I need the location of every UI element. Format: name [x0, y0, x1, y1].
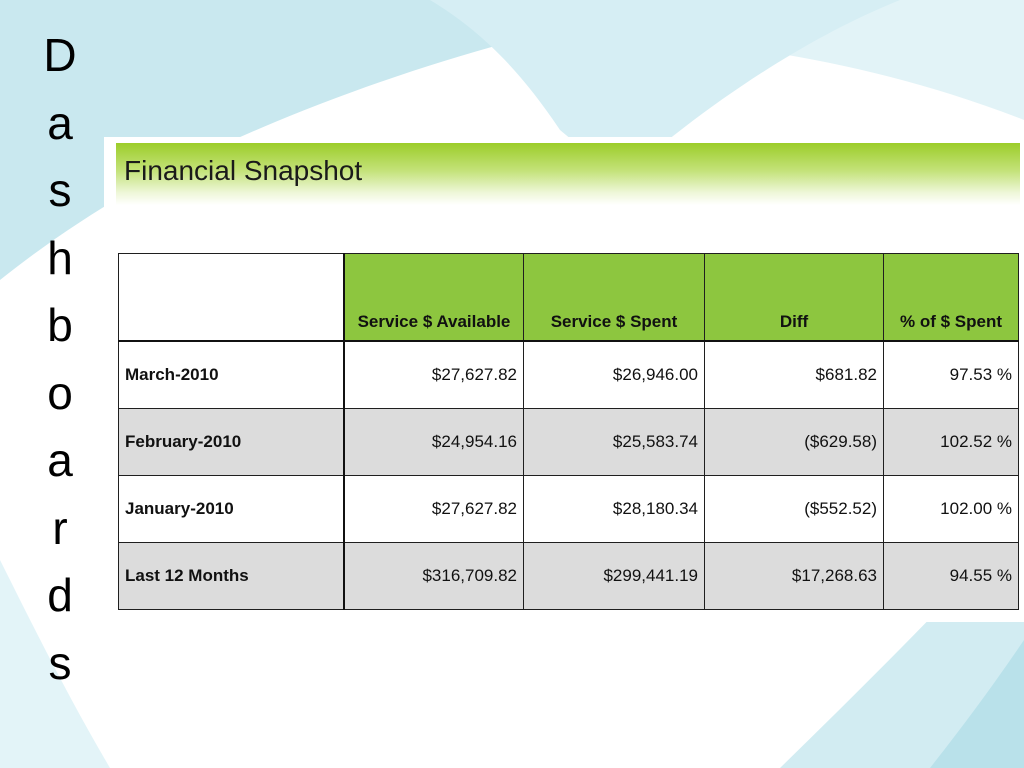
cell-diff: ($552.52) — [704, 475, 884, 543]
header-service-available: Service $ Available — [343, 253, 524, 342]
cell-percent: 97.53 % — [883, 340, 1019, 409]
title-letter: b — [47, 299, 73, 351]
cell-spent: $28,180.34 — [523, 475, 705, 543]
table-row: March-2010 $27,627.82 $26,946.00 $681.82… — [118, 340, 1019, 409]
row-label: February-2010 — [118, 408, 345, 476]
title-letter: D — [43, 29, 77, 81]
row-label: January-2010 — [118, 475, 345, 543]
table-header-row: Service $ Available Service $ Spent Diff… — [118, 253, 1019, 342]
row-label: Last 12 Months — [118, 542, 345, 610]
title-letter: r — [52, 501, 68, 554]
title-letter: o — [47, 366, 73, 419]
cell-percent: 94.55 % — [883, 542, 1019, 610]
title-letter: h — [47, 231, 73, 284]
title-letter: a — [47, 434, 73, 486]
cell-spent: $299,441.19 — [523, 542, 705, 610]
snapshot-title: Financial Snapshot — [124, 155, 363, 186]
title-letter: a — [47, 96, 73, 149]
cell-available: $27,627.82 — [343, 340, 524, 409]
header-blank — [118, 253, 345, 342]
header-diff: Diff — [704, 253, 884, 342]
cell-diff: $681.82 — [704, 340, 884, 409]
cell-spent: $26,946.00 — [523, 340, 705, 409]
row-label: March-2010 — [118, 340, 345, 409]
title-letter: d — [47, 569, 73, 621]
table-row: Last 12 Months $316,709.82 $299,441.19 $… — [118, 542, 1019, 610]
table-row: January-2010 $27,627.82 $28,180.34 ($552… — [118, 475, 1019, 543]
title-letter: s — [48, 636, 72, 689]
snapshot-header-bar: Financial Snapshot — [116, 143, 1020, 205]
cell-available: $24,954.16 — [343, 408, 524, 476]
cell-percent: 102.52 % — [883, 408, 1019, 476]
cell-diff: ($629.58) — [704, 408, 884, 476]
financial-table: Service $ Available Service $ Spent Diff… — [118, 253, 1019, 610]
cell-available: $27,627.82 — [343, 475, 524, 543]
table-row: February-2010 $24,954.16 $25,583.74 ($62… — [118, 408, 1019, 476]
header-percent-spent: % of $ Spent — [883, 253, 1019, 342]
cell-percent: 102.00 % — [883, 475, 1019, 543]
cell-diff: $17,268.63 — [704, 542, 884, 610]
header-service-spent: Service $ Spent — [523, 253, 705, 342]
title-letter: s — [48, 164, 72, 216]
vertical-title: D a s h b o a r d s — [20, 22, 100, 697]
financial-snapshot-panel: Financial Snapshot Service $ Available S… — [104, 137, 1024, 622]
cell-available: $316,709.82 — [343, 542, 524, 610]
cell-spent: $25,583.74 — [523, 408, 705, 476]
